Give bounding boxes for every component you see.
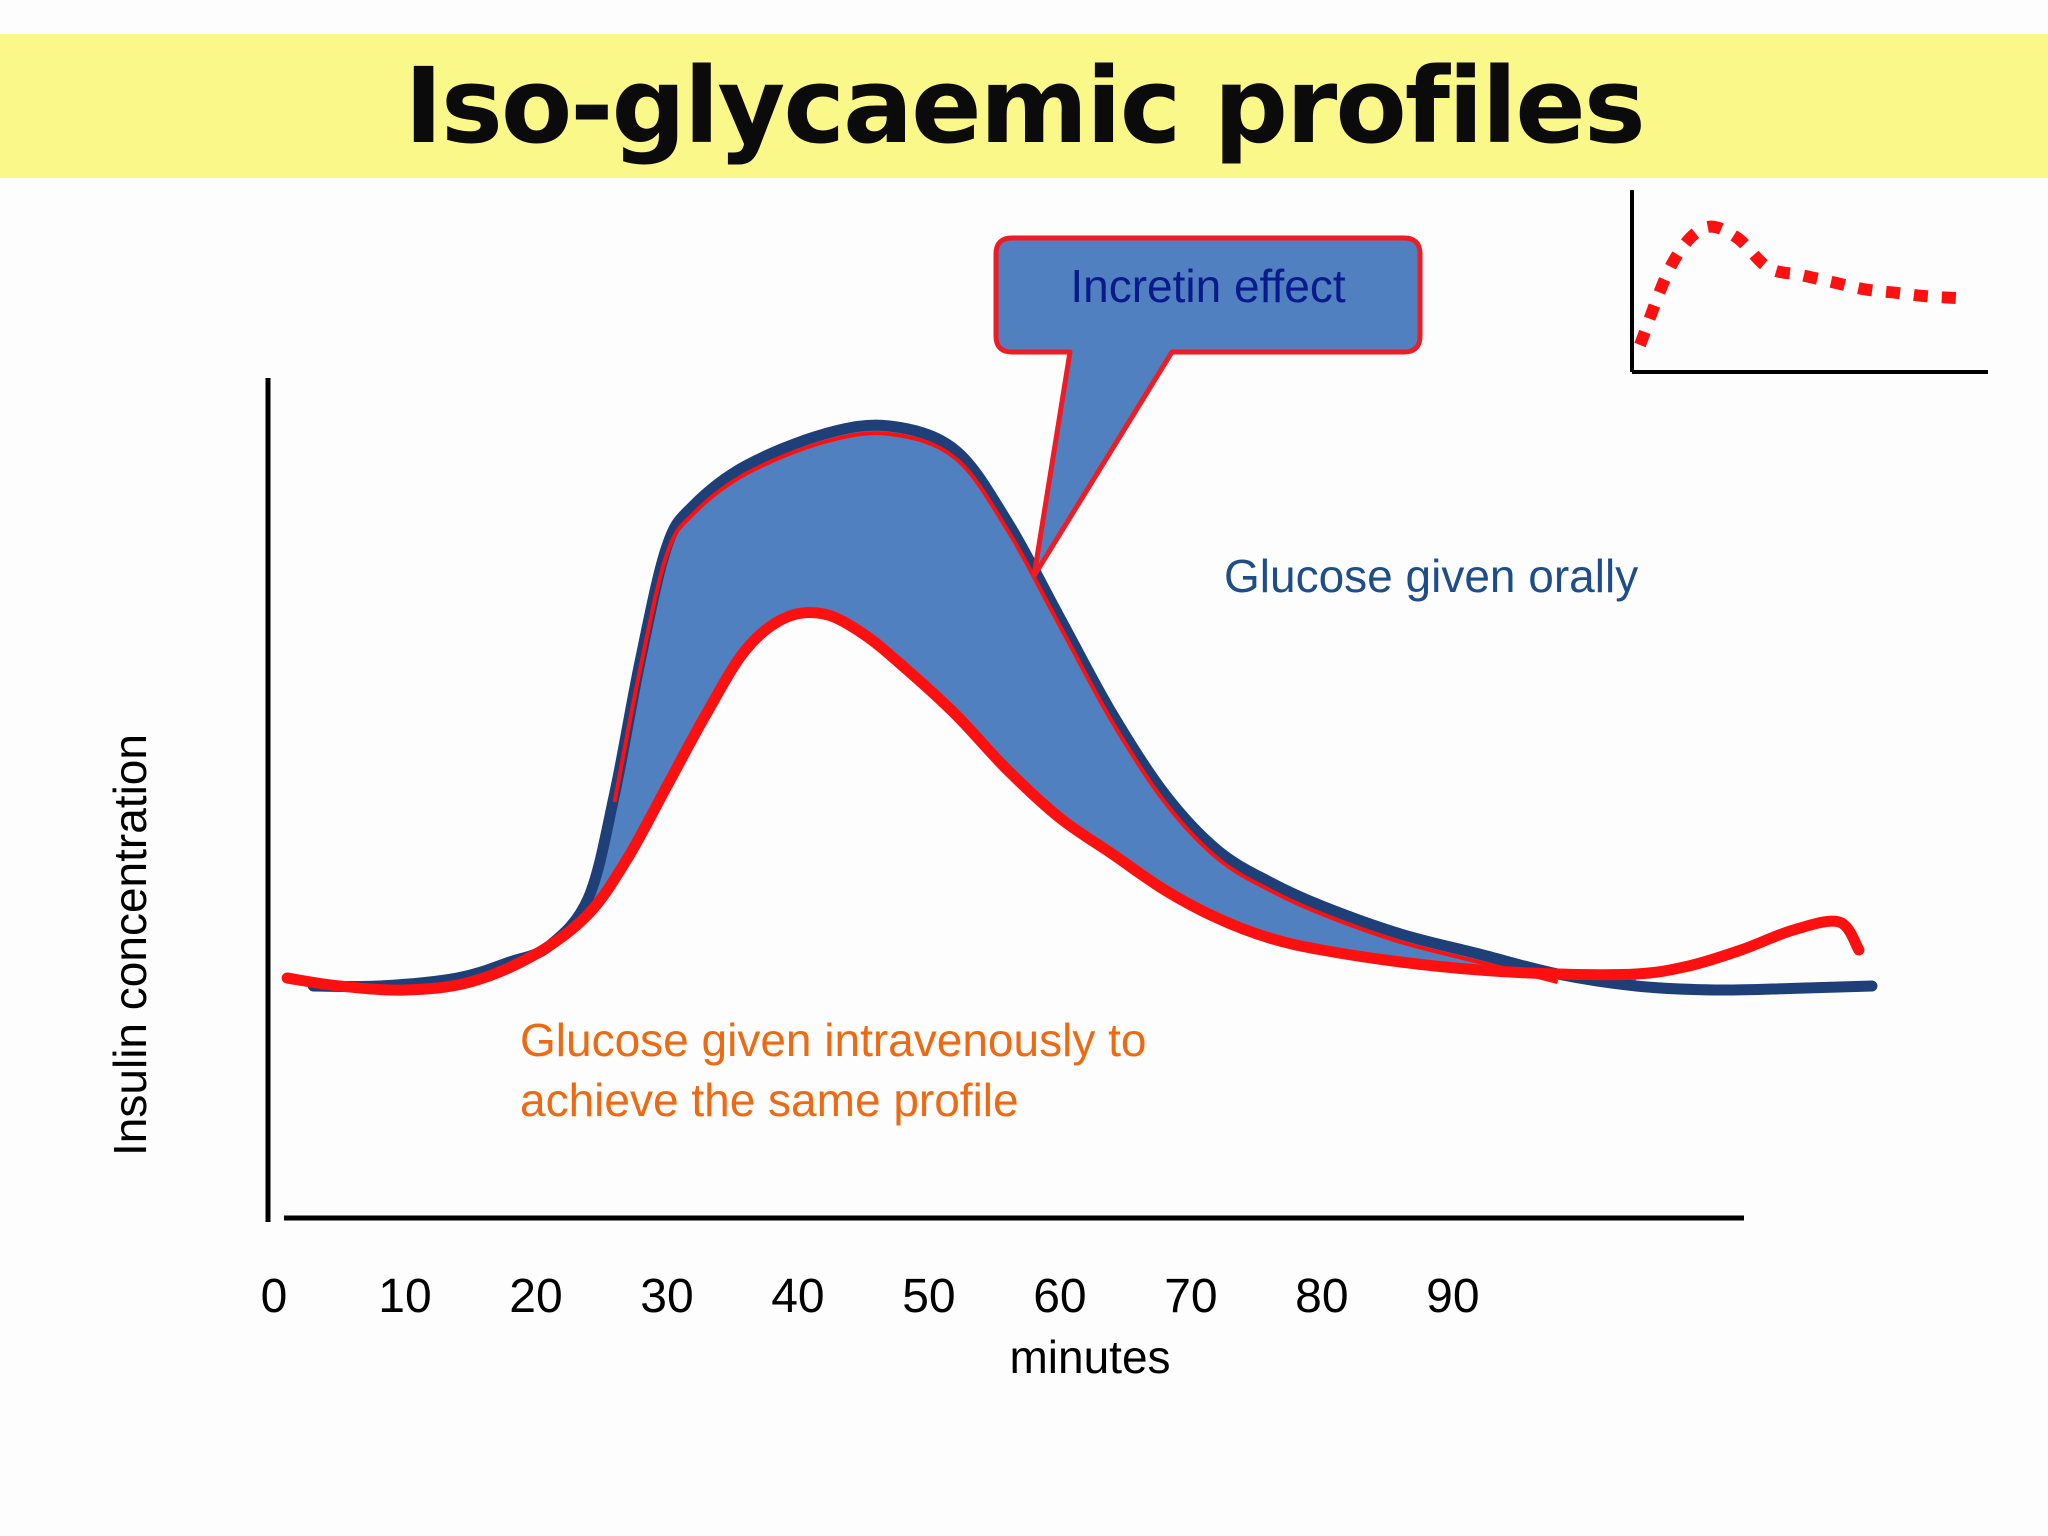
series-line-oral xyxy=(307,419,1878,996)
oral-curve-red-outline xyxy=(612,431,1559,984)
x-tick-label: 20 xyxy=(509,1270,562,1323)
inset-chart xyxy=(1630,190,1988,374)
x-tick-label: 70 xyxy=(1164,1270,1217,1323)
x-tick-label: 10 xyxy=(378,1270,431,1323)
series-line-intravenous xyxy=(281,606,1865,996)
x-tick-label: 80 xyxy=(1295,1270,1348,1323)
x-tick-label: 90 xyxy=(1426,1270,1479,1323)
series-lines xyxy=(281,419,1878,996)
x-tick-label: 0 xyxy=(261,1270,288,1323)
title-band xyxy=(0,34,2048,178)
x-tick-label: 30 xyxy=(640,1270,693,1323)
series-label-oral: Glucose given orally xyxy=(1224,550,1638,602)
y-axis-label: Insulin concentration xyxy=(104,734,156,1156)
x-tick-labels: 0 10 20 30 40 50 60 70 80 90 xyxy=(261,1270,1480,1323)
incretin-callout: Incretin effect xyxy=(993,235,1423,579)
callout-label: Incretin effect xyxy=(1070,260,1346,312)
series-label-iv-line1: Glucose given intravenously to xyxy=(520,1014,1146,1066)
inset-dotted-line xyxy=(1634,220,1961,348)
inset-series xyxy=(1634,220,1961,348)
x-tick-label: 50 xyxy=(902,1270,955,1323)
incretin-effect-fill xyxy=(562,426,1637,986)
incretin-effect-area xyxy=(562,426,1637,986)
x-axis-label: minutes xyxy=(1009,1331,1170,1383)
series-label-iv-line2: achieve the same profile xyxy=(520,1074,1019,1126)
page-title: Iso-glycaemic profiles xyxy=(404,45,1646,167)
x-tick-label: 60 xyxy=(1033,1270,1086,1323)
x-tick-label: 40 xyxy=(771,1270,824,1323)
callout-bubble xyxy=(993,235,1423,579)
